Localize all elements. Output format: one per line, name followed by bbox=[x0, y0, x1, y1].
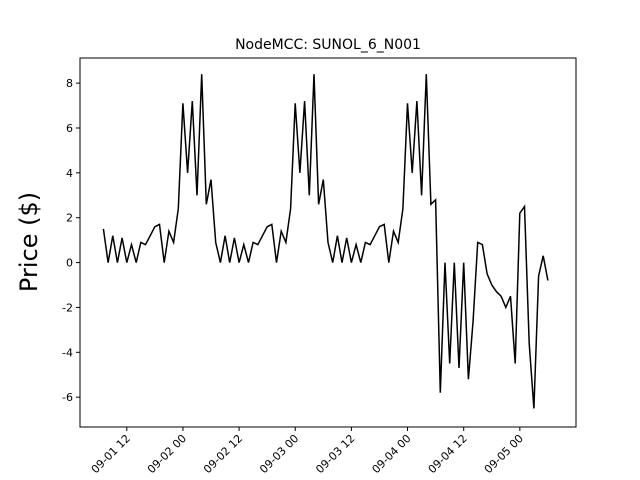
y-tick-label: 6 bbox=[66, 122, 73, 135]
x-tick-label: 09-03 00 bbox=[257, 432, 301, 476]
y-tick-label: 2 bbox=[66, 212, 73, 225]
x-tick-label: 09-04 12 bbox=[426, 432, 470, 476]
x-tick-label: 09-04 00 bbox=[369, 432, 413, 476]
x-tick-label: 09-02 00 bbox=[145, 432, 189, 476]
y-tick-label: -4 bbox=[62, 346, 73, 359]
y-tick-label: 8 bbox=[66, 77, 73, 90]
y-tick-label: 4 bbox=[66, 167, 73, 180]
data-line bbox=[102, 74, 549, 409]
y-tick-label: 0 bbox=[66, 257, 73, 270]
x-tick-label: 09-05 00 bbox=[482, 432, 526, 476]
x-tick-label: 09-01 12 bbox=[89, 432, 133, 476]
y-tick-label: -6 bbox=[62, 391, 73, 404]
chart-title: NodeMCC: SUNOL_6_N001 bbox=[235, 37, 421, 53]
y-axis-label: Price ($) bbox=[15, 192, 43, 292]
plot-frame bbox=[79, 57, 577, 428]
x-tick-label: 09-02 12 bbox=[201, 432, 245, 476]
y-tick-label: -2 bbox=[62, 301, 73, 314]
x-tick-label: 09-03 12 bbox=[313, 432, 357, 476]
